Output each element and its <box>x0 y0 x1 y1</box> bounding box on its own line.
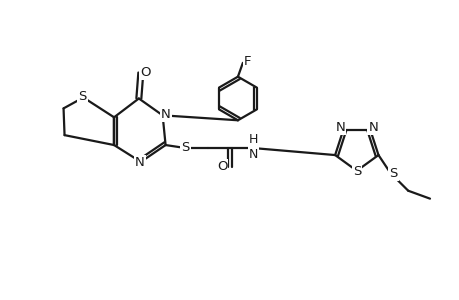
Text: S: S <box>181 140 189 154</box>
Text: H
N: H N <box>249 133 258 161</box>
Text: N: N <box>134 156 145 170</box>
Text: O: O <box>140 66 151 79</box>
Text: N: N <box>335 121 345 134</box>
Text: N: N <box>368 121 377 134</box>
Text: S: S <box>352 165 360 178</box>
Text: S: S <box>78 90 86 103</box>
Text: F: F <box>244 55 251 68</box>
Text: N: N <box>160 108 170 121</box>
Text: O: O <box>216 160 227 173</box>
Text: S: S <box>388 167 397 180</box>
